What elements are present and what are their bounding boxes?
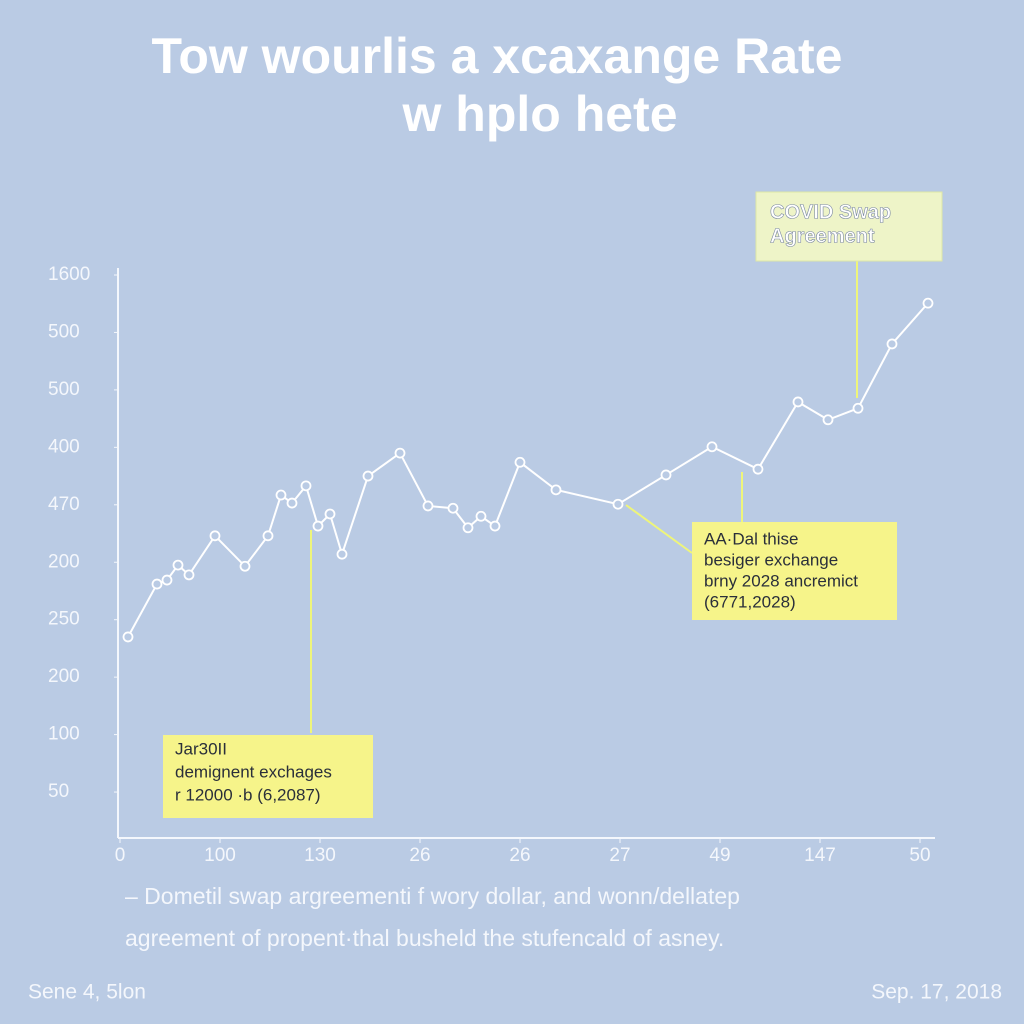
chart-title: w hplo hete	[402, 86, 678, 142]
annotation-text: besiger exchange	[704, 550, 838, 569]
data-point	[612, 498, 624, 510]
annotation-connector	[625, 504, 693, 554]
footnote: agreement of propent·thal busheld the st…	[125, 925, 724, 951]
data-point	[475, 510, 487, 522]
chart-title: Tow wourlis a xcaxange Rate	[152, 28, 843, 84]
x-tick-label: 100	[204, 845, 236, 866]
y-tick-label: 200	[48, 551, 80, 572]
data-point	[922, 297, 934, 309]
y-tick-label: 500	[48, 379, 80, 400]
data-point	[886, 338, 898, 350]
data-point	[312, 520, 324, 532]
data-point	[706, 441, 718, 453]
data-point	[660, 469, 672, 481]
data-point	[422, 500, 434, 512]
x-tick-label: 130	[304, 845, 336, 866]
annotation-box	[755, 191, 943, 262]
data-point	[362, 470, 374, 482]
footnote: – Dometil swap argreementi f wory dollar…	[125, 883, 740, 909]
data-point	[161, 574, 173, 586]
date: Sep. 17, 2018	[871, 981, 1002, 1004]
data-point	[792, 396, 804, 408]
y-tick-label: 50	[48, 781, 69, 802]
data-point	[752, 463, 764, 475]
x-tick-label: 26	[509, 845, 530, 866]
data-point	[300, 480, 312, 492]
y-tick-label: 1600	[48, 264, 90, 285]
x-tick-label: 50	[909, 845, 930, 866]
y-tick-label: 500	[48, 321, 80, 342]
data-point	[489, 520, 501, 532]
data-point	[324, 508, 336, 520]
data-point	[122, 631, 134, 643]
series-line	[127, 302, 929, 638]
data-point	[239, 560, 251, 572]
x-tick-label: 0	[115, 845, 126, 866]
annotation-text: AA·Dal thise	[704, 529, 798, 548]
data-point	[262, 530, 274, 542]
data-point	[336, 548, 348, 560]
annotation-text: Agreement	[770, 225, 875, 247]
data-point	[394, 447, 406, 459]
data-point	[172, 559, 184, 571]
y-tick-label: 100	[48, 724, 80, 745]
annotation-text: demignent exchages	[175, 762, 332, 781]
y-tick-label: 250	[48, 609, 80, 630]
annotation-box	[163, 735, 373, 818]
annotation-text: COVID Swap	[770, 201, 891, 223]
data-point	[275, 489, 287, 501]
x-tick-label: 26	[409, 845, 430, 866]
data-point	[447, 502, 459, 514]
data-point	[286, 497, 298, 509]
y-tick-label: 470	[48, 494, 80, 515]
annotation-text: (6771,2028)	[704, 592, 796, 611]
data-point	[183, 569, 195, 581]
annotation-text: brny 2028 ancremict	[704, 571, 858, 590]
data-point	[151, 578, 163, 590]
data-point	[852, 402, 864, 414]
source: Sene 4, 5lon	[28, 981, 146, 1004]
annotation-text: r 12000 ·b (6,2087)	[175, 785, 321, 804]
data-point	[550, 484, 562, 496]
y-tick-label: 400	[48, 436, 80, 457]
x-tick-label: 49	[709, 845, 730, 866]
annotation-text: Jar30II	[175, 739, 227, 758]
data-point	[822, 414, 834, 426]
x-tick-label: 147	[804, 845, 836, 866]
annotation-box	[692, 522, 897, 620]
data-point	[514, 456, 526, 468]
y-tick-label: 200	[48, 666, 80, 687]
data-point	[209, 530, 221, 542]
x-tick-label: 27	[609, 845, 630, 866]
data-point	[462, 522, 474, 534]
